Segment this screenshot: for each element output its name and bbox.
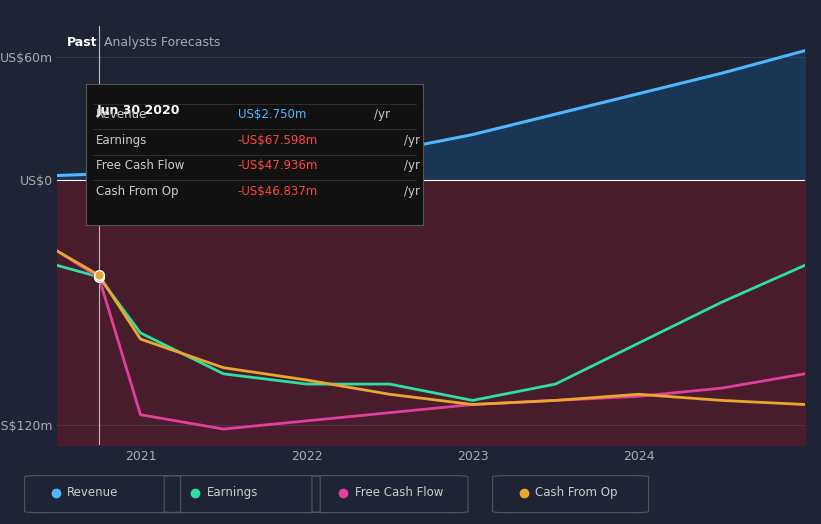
- Text: Cash From Op: Cash From Op: [535, 486, 617, 499]
- Text: -US$47.936m: -US$47.936m: [238, 159, 318, 172]
- Text: Free Cash Flow: Free Cash Flow: [355, 486, 443, 499]
- Text: /yr: /yr: [374, 108, 390, 122]
- Text: -US$46.837m: -US$46.837m: [238, 185, 318, 198]
- Text: Earnings: Earnings: [96, 134, 148, 147]
- Text: Revenue: Revenue: [96, 108, 148, 122]
- Text: -US$67.598m: -US$67.598m: [238, 134, 318, 147]
- Text: /yr: /yr: [404, 134, 420, 147]
- Text: /yr: /yr: [404, 159, 420, 172]
- Text: Past: Past: [67, 37, 98, 49]
- Text: Earnings: Earnings: [207, 486, 259, 499]
- Text: US$2.750m: US$2.750m: [238, 108, 306, 122]
- Text: Free Cash Flow: Free Cash Flow: [96, 159, 185, 172]
- Text: Analysts Forecasts: Analysts Forecasts: [104, 37, 220, 49]
- Text: Jun 30 2020: Jun 30 2020: [96, 104, 180, 117]
- Text: Cash From Op: Cash From Op: [96, 185, 179, 198]
- Text: Revenue: Revenue: [67, 486, 119, 499]
- Text: /yr: /yr: [404, 185, 420, 198]
